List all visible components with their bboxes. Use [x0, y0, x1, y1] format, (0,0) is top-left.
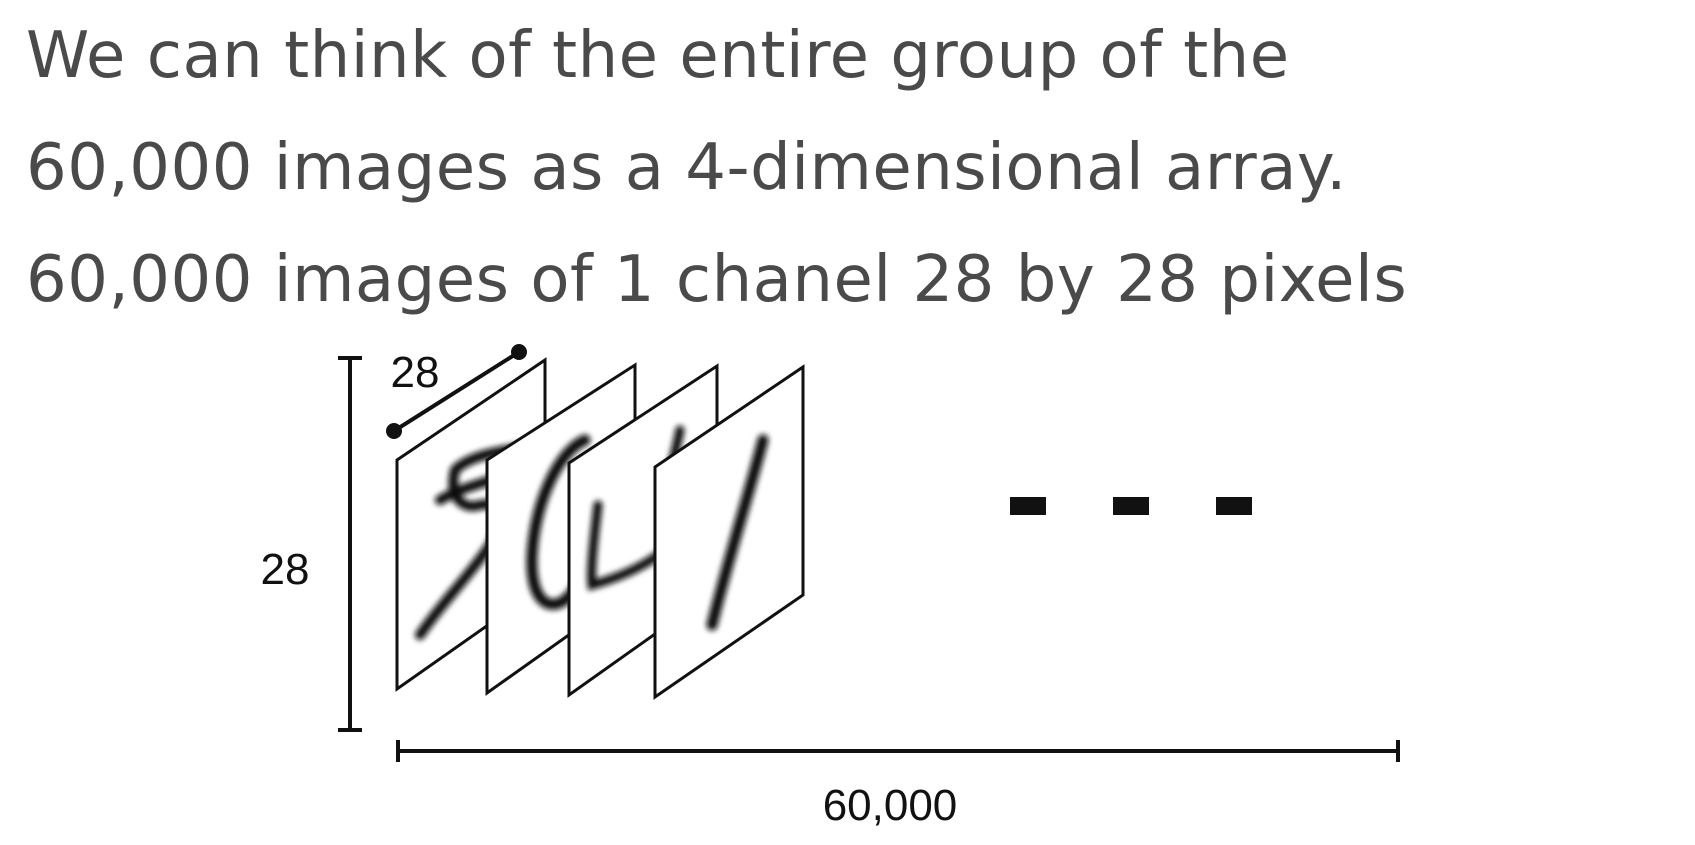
- width-dimension-line: [386, 344, 527, 439]
- height-dimension-bracket: [338, 356, 362, 732]
- heading-line-2: 60,000 images as a 4-dimensional array.: [26, 131, 1347, 205]
- heading-line-1: We can think of the entire group of the: [26, 19, 1290, 93]
- ellipsis-dash-3: [1216, 497, 1252, 515]
- ellipsis-dashes: [1010, 497, 1252, 515]
- heading-text: We can think of the entire group of the …: [26, 0, 1407, 336]
- count-label: 60,000: [823, 781, 958, 830]
- width-label: 28: [391, 348, 440, 397]
- heading-line-3: 60,000 images of 1 chanel 28 by 28 pixel…: [26, 243, 1408, 317]
- ellipsis-dash-1: [1010, 497, 1046, 515]
- ellipsis-dash-2: [1113, 497, 1149, 515]
- height-label: 28: [261, 545, 310, 594]
- digit-one-stroke: [706, 434, 769, 631]
- image-frame-4: [653, 364, 805, 700]
- count-dimension-bracket: [396, 740, 1400, 762]
